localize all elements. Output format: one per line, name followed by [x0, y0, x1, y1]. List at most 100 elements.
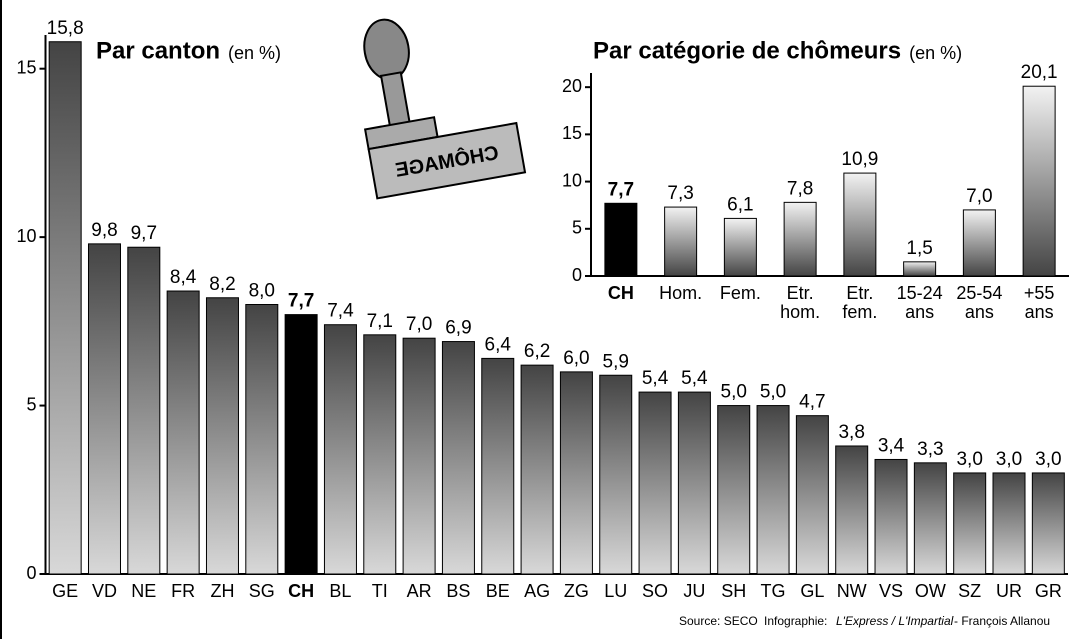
bar — [324, 325, 356, 574]
value-label: 6,0 — [563, 348, 589, 369]
value-label: 7,7 — [288, 291, 314, 312]
y-tick-label: 0 — [572, 265, 582, 285]
bar — [206, 298, 238, 574]
value-label: 15,8 — [47, 18, 84, 39]
value-label: 6,2 — [524, 341, 550, 362]
page: Par canton(en %)05101515,8GE9,8VD9,7NE8,… — [0, 0, 1073, 639]
x-tick-label: 15-24 — [897, 283, 943, 303]
x-tick-label: Etr. — [787, 283, 814, 303]
credit-pubs: L'Express / L'Impartial — [836, 614, 954, 628]
x-tick-label: GE — [52, 581, 78, 601]
x-tick-label: SZ — [958, 581, 981, 601]
x-tick-label: BE — [486, 581, 510, 601]
value-label: 8,4 — [170, 267, 197, 288]
y-tick-label: 20 — [562, 76, 582, 96]
value-label: 3,8 — [838, 422, 864, 443]
x-tick-label: BL — [329, 581, 351, 601]
value-label: 9,7 — [131, 223, 157, 244]
x-tick-label: FR — [171, 581, 195, 601]
value-label: 5,4 — [681, 368, 708, 389]
bar — [88, 244, 120, 574]
bar — [403, 338, 435, 574]
chart-subtitle: (en %) — [228, 43, 281, 63]
chart-subtitle: (en %) — [909, 43, 962, 63]
x-tick-label: TI — [372, 581, 388, 601]
value-label: 8,0 — [249, 281, 275, 302]
bar — [724, 218, 756, 276]
y-tick-label: 0 — [26, 563, 36, 583]
y-tick-label: 15 — [16, 57, 36, 77]
x-tick-label: SO — [642, 581, 668, 601]
x-tick-label: TG — [761, 581, 786, 601]
bar — [844, 173, 876, 276]
bar — [605, 203, 637, 276]
chart-title: Par canton — [96, 37, 220, 64]
value-label: 7,7 — [608, 179, 634, 200]
bar — [521, 365, 553, 574]
bar — [678, 392, 710, 574]
value-label: 7,0 — [966, 186, 992, 207]
value-label: 6,1 — [727, 194, 753, 215]
value-label: 3,3 — [917, 439, 943, 460]
bar — [128, 247, 160, 574]
x-tick-label: 25-54 — [956, 283, 1002, 303]
bar — [167, 291, 199, 574]
x-tick-label: GR — [1035, 581, 1062, 601]
value-label: 6,4 — [485, 334, 512, 355]
bar — [1032, 473, 1064, 574]
x-tick-label: SH — [721, 581, 746, 601]
bar — [364, 335, 396, 574]
x-tick-label: CH — [608, 283, 634, 303]
bar — [954, 473, 986, 574]
y-tick-label: 10 — [16, 226, 36, 246]
bar — [49, 42, 81, 574]
x-tick-label: NE — [131, 581, 156, 601]
x-tick-label: BS — [446, 581, 470, 601]
x-tick-label: ZG — [564, 581, 589, 601]
bar — [285, 315, 317, 574]
value-label: 3,4 — [878, 435, 905, 456]
x-tick-label: Fem. — [720, 283, 761, 303]
value-label: 7,8 — [787, 178, 813, 199]
bar — [914, 463, 946, 574]
value-label: 7,1 — [367, 311, 393, 332]
x-tick-label: Hom. — [659, 283, 702, 303]
x-tick-label: VD — [92, 581, 117, 601]
value-label: 10,9 — [841, 149, 878, 170]
x-tick-label: fem. — [842, 302, 877, 322]
value-label: 3,0 — [956, 449, 982, 470]
chart-title: Par catégorie de chômeurs — [593, 37, 901, 64]
value-label: 3,0 — [996, 449, 1022, 470]
bar — [784, 202, 816, 276]
bar — [560, 372, 592, 574]
y-tick-label: 10 — [562, 170, 582, 190]
x-tick-label: LU — [604, 581, 627, 601]
x-tick-label: ans — [905, 302, 934, 322]
bar — [993, 473, 1025, 574]
value-label: 7,4 — [327, 301, 354, 322]
bar — [796, 416, 828, 574]
bar — [600, 375, 632, 574]
x-tick-label: NW — [837, 581, 867, 601]
x-tick-label: AR — [407, 581, 432, 601]
x-tick-label: UR — [996, 581, 1022, 601]
value-label: 5,9 — [603, 351, 629, 372]
credit-author: - François Allanou — [954, 614, 1050, 628]
y-tick-label: 15 — [562, 123, 582, 143]
bar — [1023, 86, 1055, 276]
bar — [718, 406, 750, 574]
x-tick-label: Etr. — [846, 283, 873, 303]
x-tick-label: ans — [1025, 302, 1054, 322]
x-tick-label: SG — [249, 581, 275, 601]
bar — [963, 210, 995, 276]
value-label: 5,0 — [760, 382, 786, 403]
credit-label: Infographie: — [764, 614, 827, 628]
value-label: 1,5 — [906, 238, 932, 259]
value-label: 5,4 — [642, 368, 669, 389]
x-tick-label: OW — [915, 581, 946, 601]
x-tick-label: GL — [800, 581, 824, 601]
x-tick-label: CH — [288, 581, 314, 601]
x-tick-label: ans — [965, 302, 994, 322]
bar — [442, 342, 474, 574]
value-label: 3,0 — [1035, 449, 1061, 470]
